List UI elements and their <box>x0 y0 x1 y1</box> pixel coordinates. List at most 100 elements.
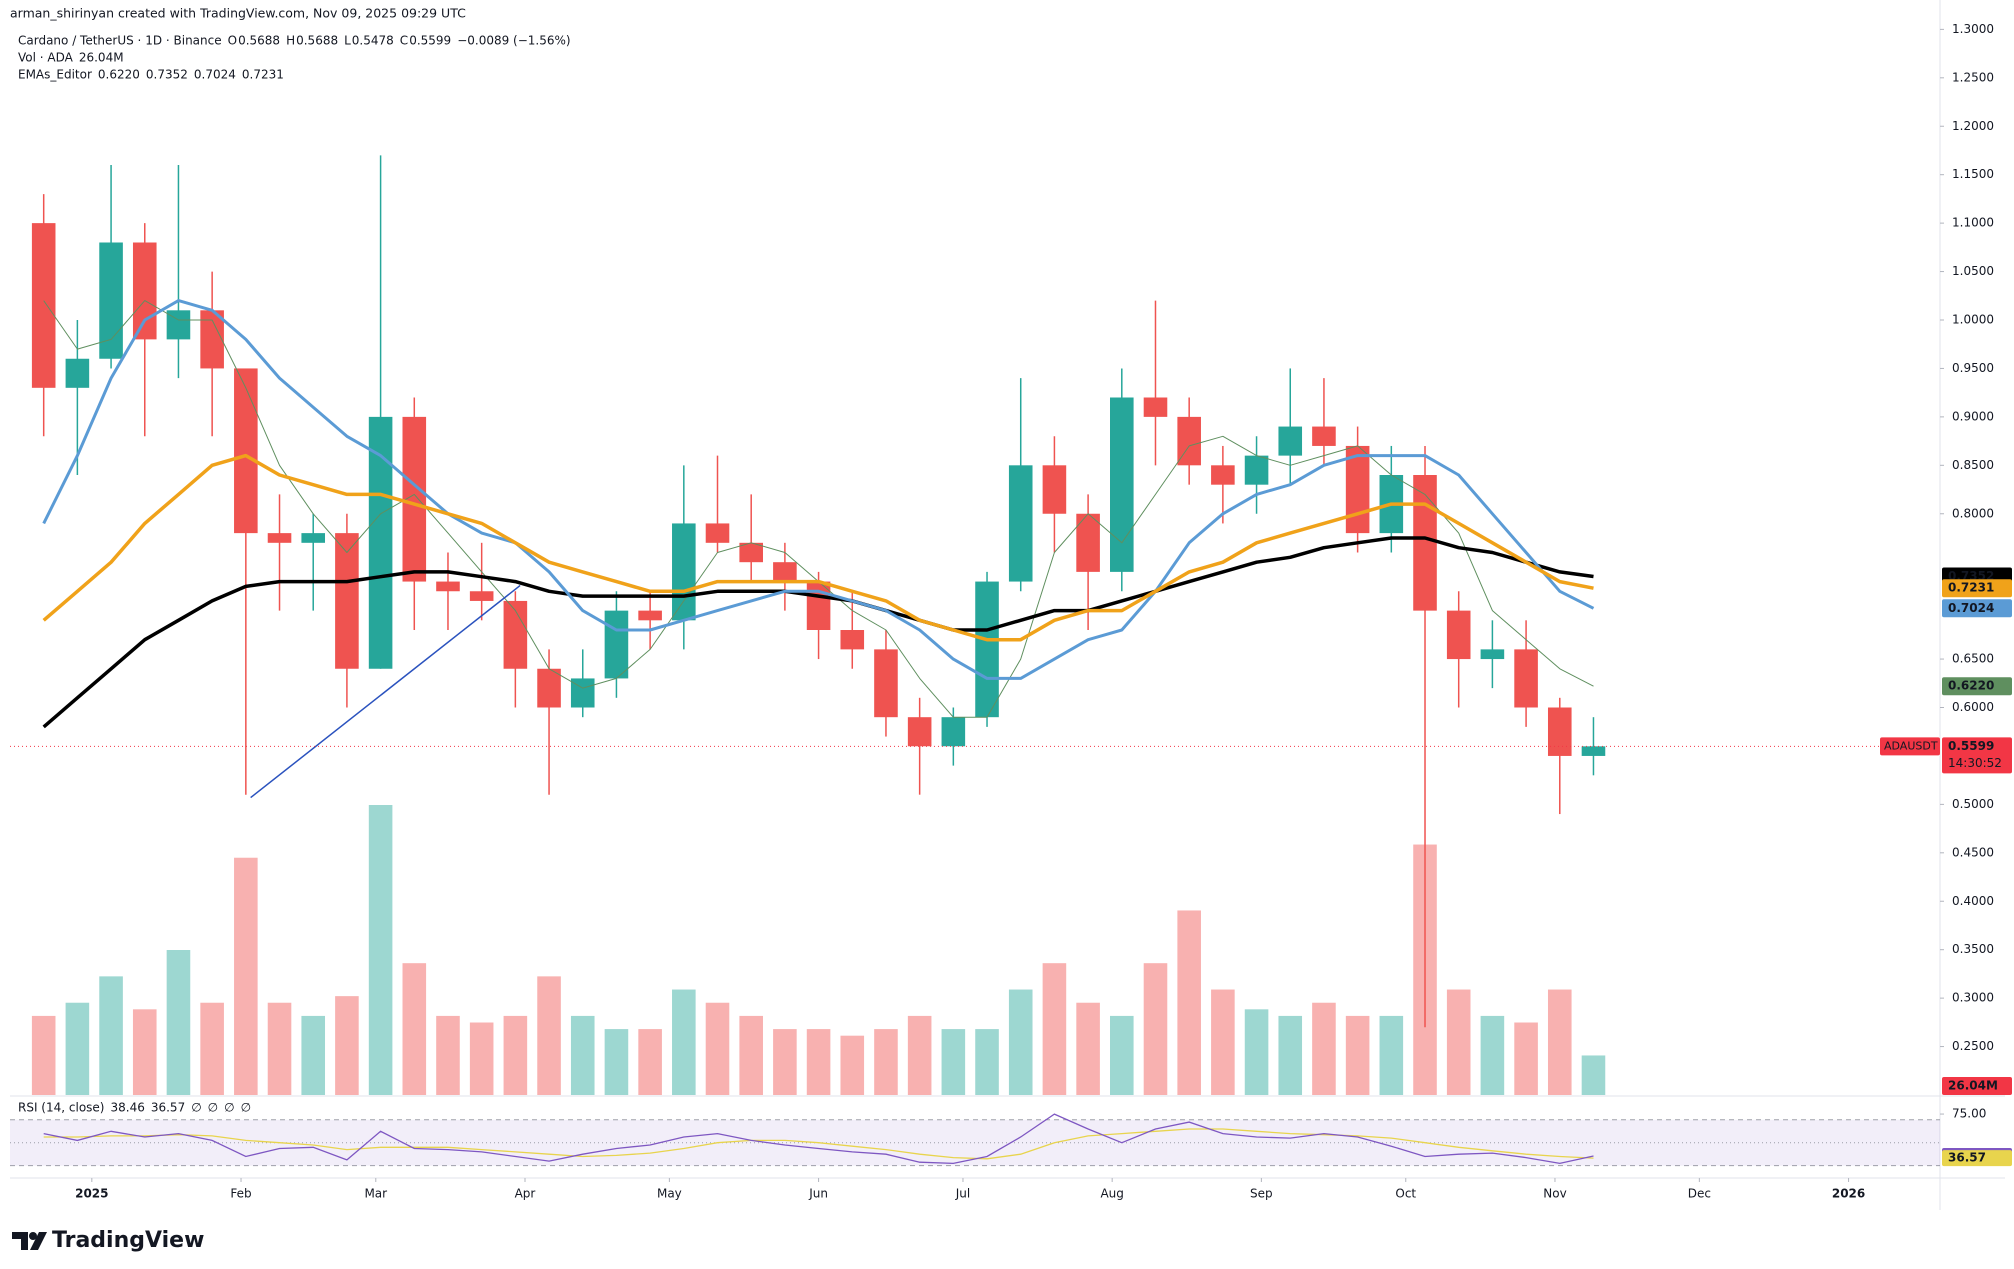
candle-body <box>1547 707 1572 756</box>
volume-bar <box>1244 1009 1269 1095</box>
volume-bar <box>975 1029 999 1095</box>
volume-bar <box>1312 1002 1336 1095</box>
candle-body <box>436 581 460 592</box>
logo-dot <box>29 1232 37 1240</box>
candle-body <box>739 542 763 563</box>
y-tick-label: 0.3000 <box>1952 991 1994 1005</box>
candle-body <box>975 581 999 718</box>
volume-bar <box>1143 963 1168 1095</box>
y-tick-label: 0.8000 <box>1952 506 1994 520</box>
candle-body <box>1110 397 1134 572</box>
candle-body <box>907 717 932 747</box>
volume-bar <box>806 1029 831 1095</box>
ema-tag-bg <box>1942 579 2012 598</box>
candle-body <box>1312 426 1336 446</box>
x-tick-label: Dec <box>1688 1187 1711 1201</box>
x-tick-label: Aug <box>1100 1187 1123 1201</box>
legend-rsi-title: RSI (14, close) <box>18 1101 104 1115</box>
volume-bar <box>604 1029 629 1095</box>
candle-body <box>1413 475 1437 611</box>
candle-body <box>672 523 696 621</box>
y-tick-label: 0.4500 <box>1952 845 1994 859</box>
volume-bar <box>1110 1015 1134 1095</box>
x-tick-label: Mar <box>364 1187 387 1201</box>
volume-bar <box>469 1022 494 1095</box>
legend-ohlc-value: 0.5688 <box>238 34 280 48</box>
volume-bar <box>31 1015 56 1095</box>
volume-bar <box>1211 989 1235 1095</box>
candle-body <box>234 368 258 534</box>
candle-body <box>301 533 326 543</box>
legend-ema-value: 0.7024 <box>194 68 236 82</box>
y-tick-label: 0.3500 <box>1952 942 1994 956</box>
y-tick-label: 1.0000 <box>1952 313 1994 327</box>
x-tick-label: 2025 <box>75 1187 108 1201</box>
volume-bar <box>200 1002 224 1095</box>
rsi-line <box>43 1113 1594 1165</box>
legend-rsi-extra: ∅ <box>241 1101 251 1115</box>
volume-bar <box>1278 1015 1303 1095</box>
volume-bar <box>65 1002 90 1095</box>
rsi-tag-bg <box>1942 1150 2012 1167</box>
legend-rsi-value: 36.57 <box>151 1101 185 1115</box>
candle-body <box>705 523 730 543</box>
logo-text: TradingView <box>52 1228 204 1253</box>
candle-body <box>469 591 494 601</box>
candle-body <box>335 533 359 669</box>
price-pane <box>10 155 1940 1095</box>
candle-body <box>1177 416 1201 466</box>
volume-bar <box>99 976 123 1095</box>
legend-ema-value: 0.7231 <box>242 68 284 82</box>
y-tick-label: 0.9000 <box>1952 409 1994 423</box>
ema-tag: 0.7231 <box>1948 581 1994 595</box>
volume-bar <box>335 996 359 1095</box>
candle-body <box>1211 465 1235 485</box>
ema-tag-bg <box>1942 677 2012 696</box>
legend-ohlc-key: O <box>228 34 237 48</box>
legend-volume-value: 26.04M <box>79 51 124 65</box>
y-tick-label: 1.2000 <box>1952 119 1994 133</box>
candle-body <box>604 610 629 679</box>
volume-bar <box>1514 1022 1538 1095</box>
candle-body <box>99 242 123 359</box>
ema-line <box>42 299 1595 680</box>
volume-bar <box>1446 989 1471 1095</box>
candle-body <box>537 668 561 708</box>
legend-rsi-extra: ∅ <box>208 1101 218 1115</box>
symbol-tag-bg <box>1880 737 1940 756</box>
candle-body <box>638 610 662 621</box>
candle-body <box>570 678 595 708</box>
x-tick-label: Feb <box>230 1187 251 1201</box>
volume-bar <box>1480 1015 1505 1095</box>
logo-icon <box>12 1232 47 1250</box>
candle-body <box>1076 513 1100 572</box>
ema-tag-bg <box>1942 599 2012 618</box>
candle-body <box>503 600 528 669</box>
volume-bar <box>1177 910 1201 1095</box>
ema-line <box>42 536 1594 729</box>
candle-body <box>1143 397 1168 417</box>
volume-bar <box>1379 1015 1404 1095</box>
volume-bar <box>301 1015 326 1095</box>
x-tick-label: Oct <box>1395 1187 1416 1201</box>
candle-body <box>402 416 427 582</box>
x-tick-label: 2026 <box>1832 1187 1865 1201</box>
volume-bar <box>368 805 393 1095</box>
legend-ohlc-key: C <box>400 34 408 48</box>
volume-bar <box>874 1029 898 1095</box>
credit: arman_shirinyan created with TradingView… <box>10 6 466 21</box>
volume-bar <box>705 1002 730 1095</box>
volume-bar <box>402 963 427 1095</box>
overlay: arman_shirinyan created with TradingView… <box>10 6 2012 1253</box>
volume-bar <box>537 976 561 1095</box>
candle-body <box>1244 455 1269 485</box>
candle-body <box>1008 465 1033 582</box>
legend-ema-value: 0.6220 <box>98 68 140 82</box>
legend-rsi-extra: ∅ <box>191 1101 201 1115</box>
candle-body <box>1581 746 1606 756</box>
symbol-tag: ADAUSDT <box>1884 739 1938 752</box>
candle-body <box>1446 610 1471 660</box>
ema-tag: 0.7024 <box>1948 601 1994 615</box>
y-tick-label: 1.2500 <box>1952 70 1994 84</box>
